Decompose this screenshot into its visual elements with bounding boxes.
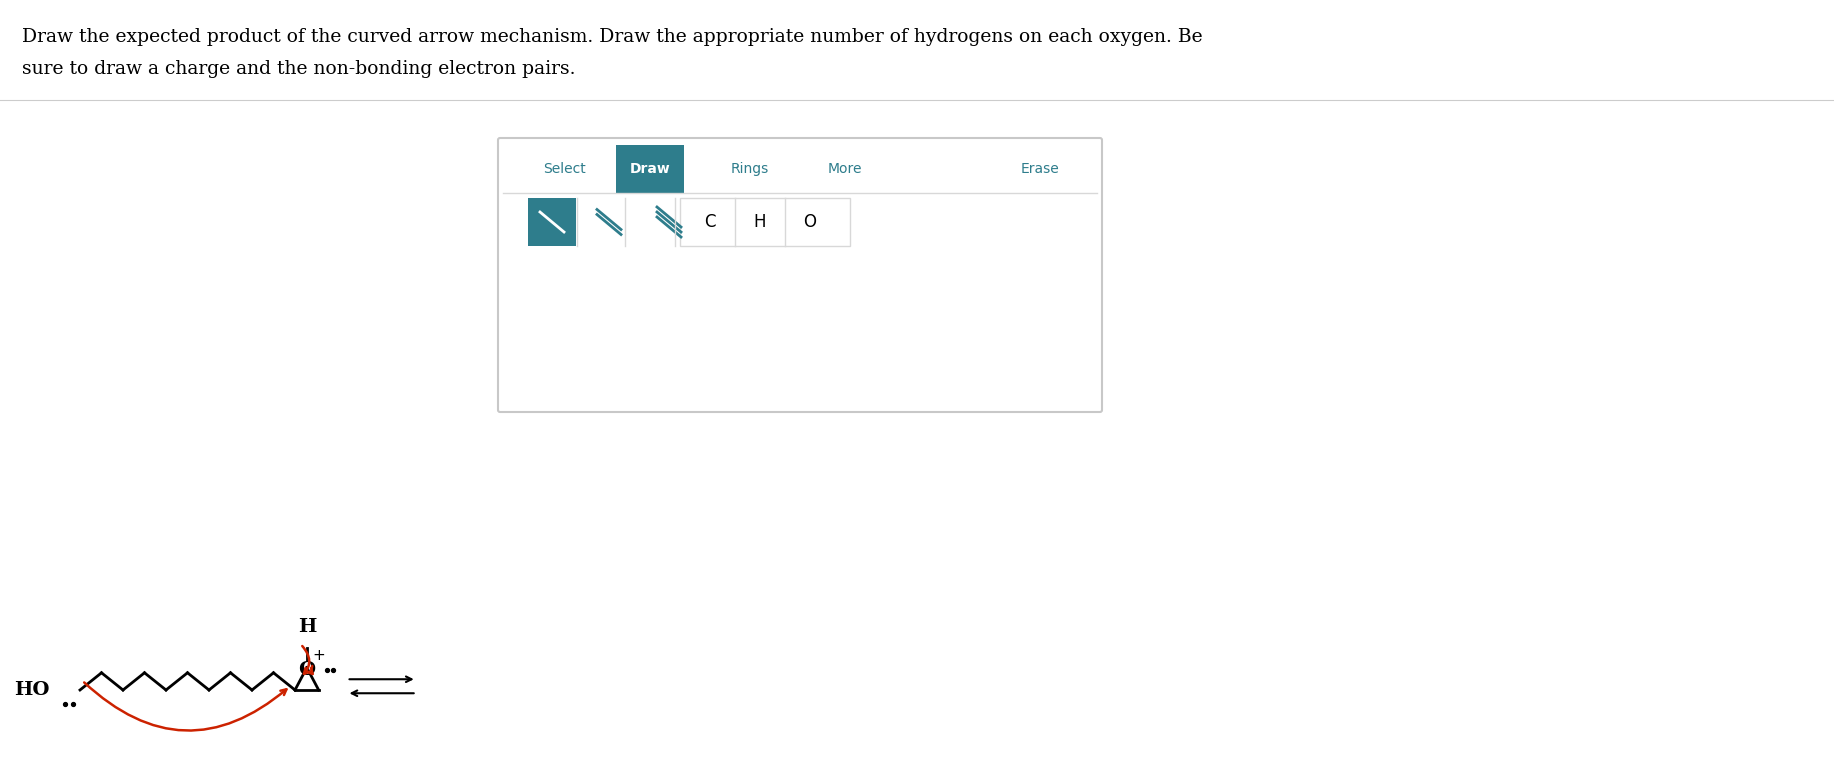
Text: More: More [827, 162, 862, 176]
Bar [503, 198, 1097, 246]
Text: O: O [803, 213, 816, 231]
Text: Select: Select [543, 162, 587, 176]
Bar [616, 145, 684, 193]
Text: sure to draw a charge and the non-bonding electron pairs.: sure to draw a charge and the non-bondin… [22, 60, 576, 78]
Bar [680, 198, 849, 246]
Text: C: C [704, 213, 715, 231]
Text: O: O [299, 661, 315, 678]
Text: HO: HO [15, 681, 50, 699]
Text: Draw the expected product of the curved arrow mechanism. Draw the appropriate nu: Draw the expected product of the curved … [22, 28, 1203, 46]
Text: +: + [312, 648, 325, 663]
Text: Erase: Erase [1022, 162, 1060, 176]
Bar [528, 198, 576, 246]
Text: H: H [297, 618, 315, 636]
Text: Rings: Rings [732, 162, 768, 176]
Bar [503, 145, 1097, 193]
Text: H: H [754, 213, 767, 231]
FancyBboxPatch shape [499, 138, 1102, 412]
Text: Draw: Draw [629, 162, 671, 176]
